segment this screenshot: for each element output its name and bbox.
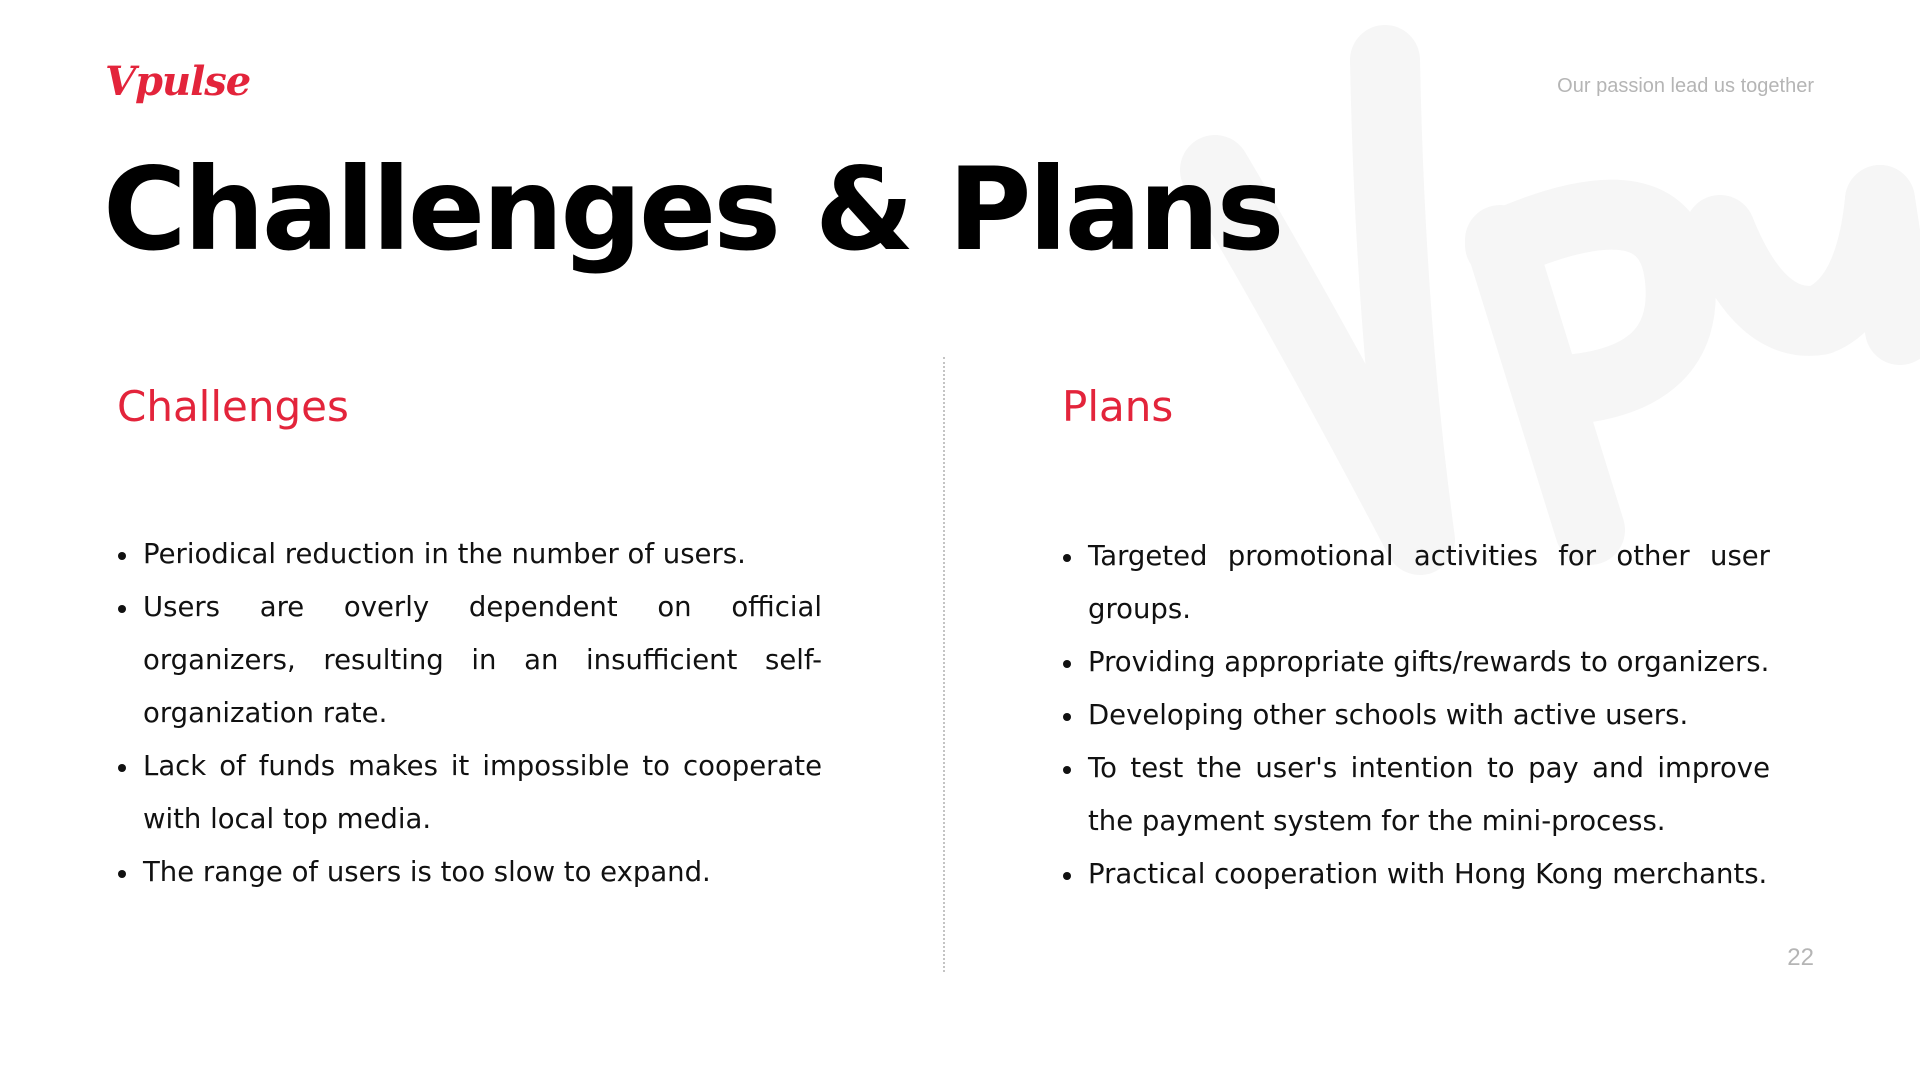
plan-item: To test the user's intention to pay and … (1062, 742, 1770, 848)
tagline: Our passion lead us together (1557, 75, 1814, 97)
plans-heading: Plans (1062, 382, 1174, 431)
challenge-item: The range of users is too slow to expand… (117, 846, 822, 899)
challenge-item: Lack of funds makes it impossible to coo… (117, 740, 822, 846)
challenge-text: Periodical reduction in the number of us… (143, 538, 746, 570)
plan-text: Providing appropriate gifts/rewards to o… (1088, 646, 1770, 678)
bullet-icon (118, 870, 126, 878)
challenges-column: Challenges Periodical reduction in the n… (117, 386, 822, 899)
page-number: 22 (1787, 944, 1814, 971)
column-divider (943, 357, 945, 972)
plan-item: Developing other schools with active use… (1062, 689, 1770, 742)
challenges-list: Periodical reduction in the number of us… (117, 528, 822, 899)
challenge-text: Lack of funds makes it impossible to coo… (143, 750, 822, 835)
bullet-icon (1063, 660, 1071, 668)
challenges-heading: Challenges (117, 382, 349, 431)
bullet-icon (118, 764, 126, 772)
bullet-icon (118, 552, 126, 560)
brand-logo: Vpulse (105, 58, 251, 105)
bullet-icon (118, 605, 126, 613)
bullet-icon (1063, 766, 1071, 774)
bullet-icon (1063, 713, 1071, 721)
challenge-item: Users are overly dependent on official o… (117, 581, 822, 740)
plans-column: Plans Targeted promotional activities fo… (1062, 386, 1770, 901)
plan-item: Providing appropriate gifts/rewards to o… (1062, 636, 1770, 689)
plan-text: Developing other schools with active use… (1088, 699, 1689, 731)
plan-item: Targeted promotional activities for othe… (1062, 530, 1770, 636)
bullet-icon (1063, 872, 1071, 880)
challenge-text: Users are overly dependent on official o… (143, 591, 822, 729)
plans-list: Targeted promotional activities for othe… (1062, 530, 1770, 901)
page-title: Challenges & Plans (103, 143, 1285, 276)
plan-text: To test the user's intention to pay and … (1088, 752, 1770, 837)
plan-text: Practical cooperation with Hong Kong mer… (1088, 858, 1768, 890)
challenge-text: The range of users is too slow to expand… (143, 856, 711, 888)
plan-item: Practical cooperation with Hong Kong mer… (1062, 848, 1770, 901)
plan-text: Targeted promotional activities for othe… (1088, 540, 1770, 625)
bullet-icon (1063, 554, 1071, 562)
challenge-item: Periodical reduction in the number of us… (117, 528, 822, 581)
